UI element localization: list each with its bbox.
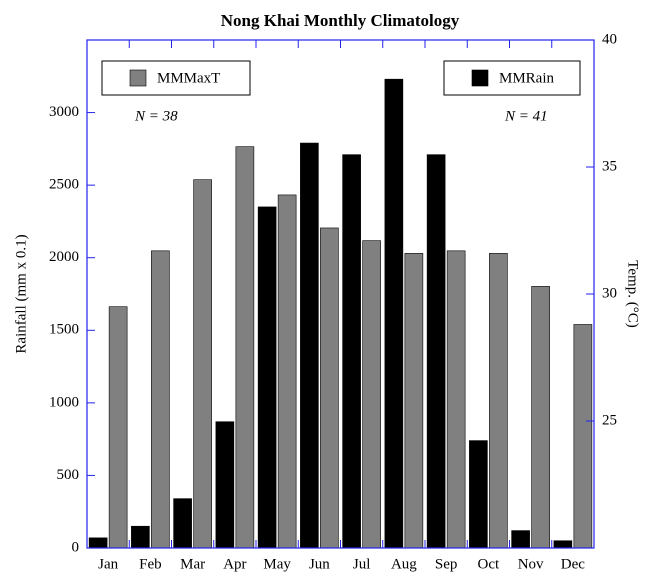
x-tick-label: Dec: [561, 556, 585, 572]
y-tick-label: 2000: [49, 249, 79, 265]
y-tick-label: 2500: [49, 177, 79, 193]
x-tick-label: Jun: [309, 556, 330, 572]
bar: [404, 253, 424, 549]
bar: [553, 540, 573, 549]
legend-swatch: [471, 69, 489, 87]
y-tick-label: 3000: [49, 104, 79, 120]
bar: [384, 78, 404, 549]
bar: [88, 537, 108, 549]
legend-label: MMMaxT: [157, 70, 220, 86]
bar: [193, 179, 212, 549]
bar: [108, 306, 128, 549]
legend-box: [443, 60, 581, 96]
bar: [320, 227, 339, 549]
y2-tick-label: 40: [602, 31, 617, 47]
y-tick-label: 0: [72, 539, 80, 555]
y2-tick-label: 25: [602, 412, 617, 428]
y2-tick-label: 35: [602, 158, 617, 174]
x-tick-label: Mar: [180, 556, 205, 572]
x-tick-label: Feb: [139, 556, 162, 572]
legend-swatch: [129, 69, 147, 87]
bar: [173, 498, 192, 549]
bar: [426, 154, 446, 549]
bar: [151, 250, 170, 549]
y2-axis-label: Temp. (°C): [625, 260, 641, 327]
y2-tick-label: 30: [602, 285, 617, 301]
bar: [235, 146, 255, 549]
x-tick-label: Apr: [223, 556, 246, 572]
bar: [469, 440, 488, 549]
annotation: N = 38: [134, 108, 178, 124]
bar: [446, 250, 466, 549]
annotation: N = 41: [504, 108, 548, 124]
x-tick-label: Nov: [518, 556, 544, 572]
bar: [531, 286, 550, 549]
y-tick-label: 1500: [49, 322, 79, 338]
bar: [511, 530, 530, 549]
bar: [277, 194, 297, 549]
x-tick-label: Jul: [353, 556, 371, 572]
x-tick-label: Aug: [391, 556, 417, 572]
bar: [342, 154, 361, 549]
bar: [131, 525, 150, 549]
y-tick-label: 1000: [49, 394, 79, 410]
bar: [362, 240, 381, 549]
bar: [215, 421, 235, 549]
bar: [489, 253, 508, 549]
y-tick-label: 500: [57, 467, 80, 483]
x-tick-label: Sep: [435, 556, 458, 572]
x-tick-label: Jan: [98, 556, 118, 572]
chart-title: Nong Khai Monthly Climatology: [221, 11, 460, 30]
bar: [300, 142, 319, 549]
bar: [257, 206, 277, 549]
x-tick-label: Oct: [478, 556, 500, 572]
y-axis-label: Rainfall (mm x 0.1): [13, 234, 29, 353]
bar: [573, 324, 593, 549]
legend-box: [101, 60, 251, 96]
x-tick-label: May: [263, 556, 291, 572]
legend-label: MMRain: [499, 70, 555, 86]
